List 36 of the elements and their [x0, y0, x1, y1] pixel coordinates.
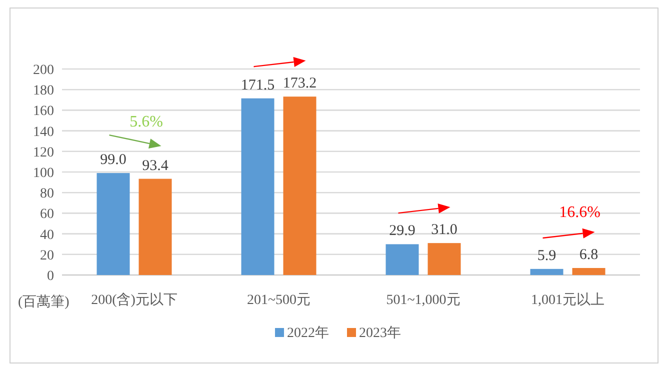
data-label: 31.0	[431, 222, 458, 238]
y-tick-label: 120	[33, 145, 54, 160]
bar	[572, 268, 606, 275]
bar	[138, 178, 172, 275]
data-label: 171.5	[240, 77, 275, 94]
annotation: 5.6%	[130, 114, 163, 130]
data-label: 29.9	[389, 223, 416, 240]
y-tick-label: 40	[40, 228, 54, 243]
bar	[530, 268, 564, 275]
y-tick-label: 20	[40, 248, 54, 264]
data-label: 93.4	[142, 158, 169, 174]
x-tick-label: 200(含)元以下	[91, 292, 178, 308]
x-tick-label: 201~500元	[246, 293, 311, 308]
bar	[283, 96, 316, 275]
data-label: 173.2	[282, 76, 317, 92]
y-tick-label: 140	[33, 124, 54, 140]
x-tick-label: 501~1,000元	[386, 293, 460, 308]
x-tick-label: 1,001元以上	[531, 292, 604, 308]
annotation: 16.6%	[559, 204, 600, 222]
y-tick-label: 180	[33, 84, 54, 99]
legend-label: 2023年	[359, 325, 401, 341]
bar	[241, 98, 274, 275]
legend-label: 2022年	[287, 325, 329, 341]
data-label: 5.9	[537, 248, 556, 264]
data-label: 6.8	[579, 246, 598, 263]
y-tick-label: 100	[33, 166, 54, 181]
bar	[428, 243, 461, 275]
y-tick-label: 0	[47, 269, 54, 284]
y-tick-label: 200	[33, 63, 54, 78]
y-axis-title: (百萬筆)	[18, 294, 70, 310]
y-tick-label: 80	[40, 186, 54, 202]
bar	[96, 173, 130, 275]
bar	[386, 244, 419, 275]
y-tick-label: 160	[33, 104, 54, 120]
data-label: 99.0	[100, 152, 126, 168]
y-tick-label: 60	[40, 207, 54, 222]
